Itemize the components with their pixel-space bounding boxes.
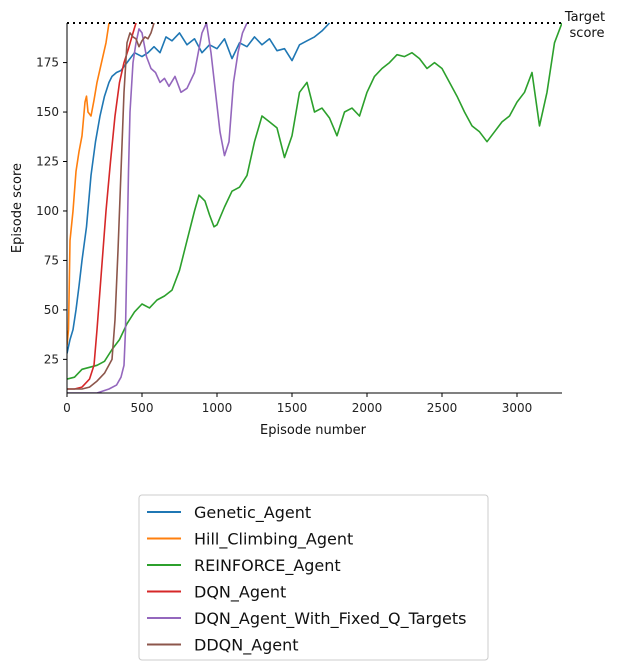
target-score-label: Target score [564,10,605,41]
legend-label-reinforce-agent: REINFORCE_Agent [194,556,341,576]
y-tick-label: 25 [44,352,59,366]
x-tick-label: 1500 [277,401,308,415]
y-tick-label: 75 [44,253,59,267]
x-tick-label: 0 [63,401,71,415]
legend-items: Genetic_Agent Hill_Climbing_Agent REINFORC… [147,503,466,656]
x-axis-label: Episode number [260,423,367,438]
series-line-hill-climbing-agent [67,22,110,346]
y-axis-label: Episode score [10,163,25,253]
series-line-dqn-agent-with-fixed-q-targets [67,22,248,393]
series-line-genetic-agent [67,22,331,354]
legend-box [138,494,489,661]
series-line-reinforce-agent [67,22,562,380]
series-layer [67,22,562,393]
legend-label-hill-climbing-agent: Hill_Climbing_Agent [194,530,353,550]
y-axis-ticks: 25 50 75 100 125 150 175 [36,56,67,366]
x-tick-label: 1000 [202,401,233,415]
x-tick-label: 2500 [427,401,458,415]
legend: Genetic_Agent Hill_Climbing_Agent REINFORC… [138,494,489,661]
y-tick-label: 150 [36,105,59,119]
y-tick-label: 175 [36,56,59,70]
legend-label-dqn-agent: DQN_Agent [194,583,286,603]
legend-label-genetic-agent: Genetic_Agent [194,503,311,523]
target-label-line1: Target [564,10,605,25]
plot-area: Target score 0 500 1000 1500 2000 2500 3000 25… [10,10,605,438]
x-tick-label: 500 [131,401,154,415]
x-axis-ticks: 0 500 1000 1500 2000 2500 3000 [63,393,532,415]
y-tick-label: 50 [44,303,59,317]
target-label-line2: score [570,26,605,41]
y-tick-label: 125 [36,155,59,169]
y-tick-label: 100 [36,204,59,218]
series-line-ddqn-agent [67,22,155,390]
x-tick-label: 3000 [502,401,533,415]
legend-label-dqn-agent-with-fixed-q-targets: DQN_Agent_With_Fixed_Q_Targets [194,609,466,629]
x-tick-label: 2000 [352,401,383,415]
legend-label-ddqn-agent: DDQN_Agent [194,636,299,656]
